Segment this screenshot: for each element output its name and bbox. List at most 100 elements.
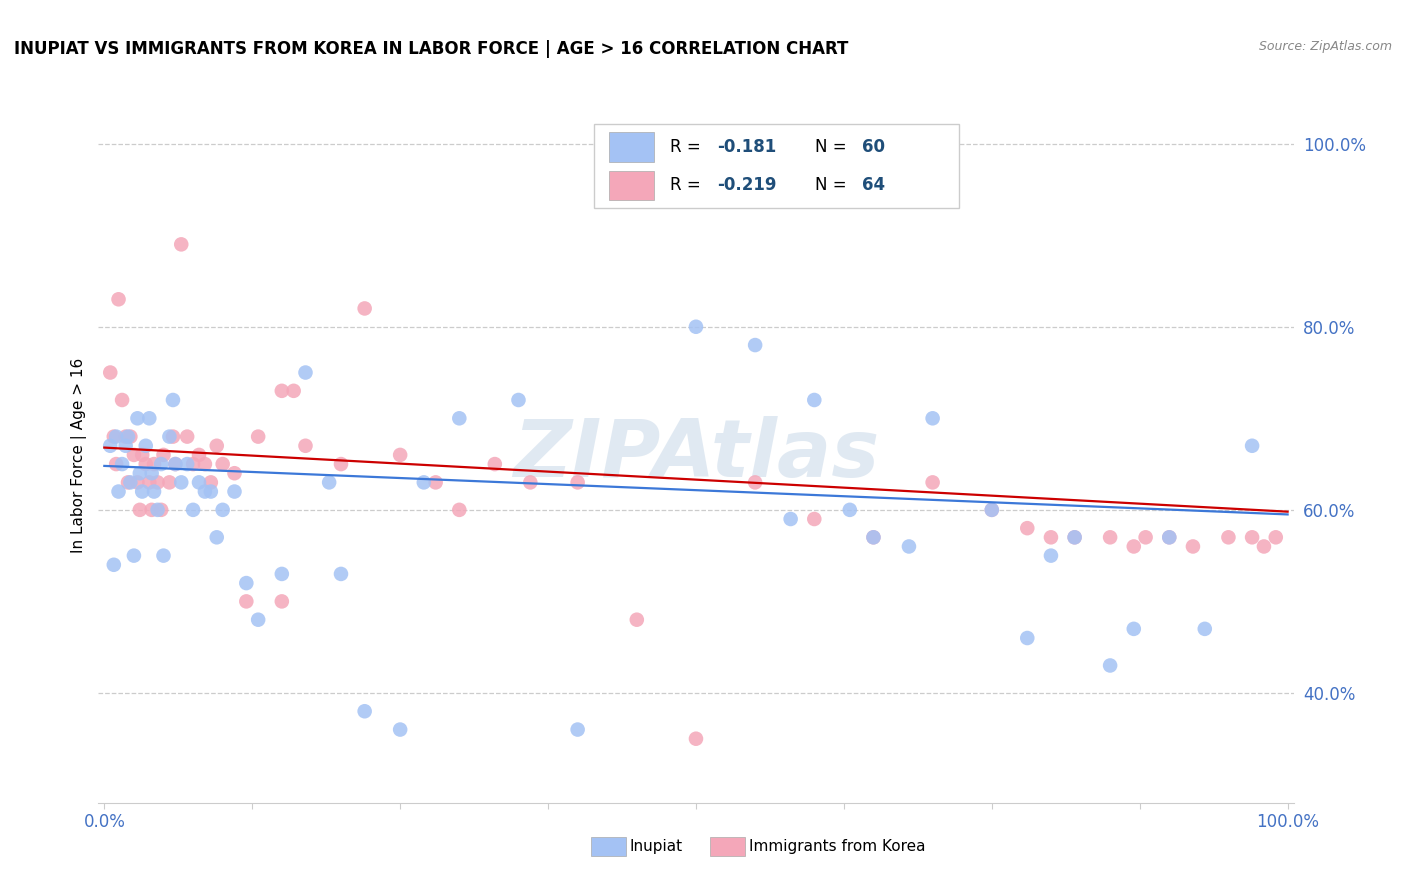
Point: [122, 549, 145, 563]
Point: [1253, 540, 1275, 554]
Point: [111, 392, 134, 407]
Point: [120, 475, 142, 490]
Point: [626, 613, 648, 627]
Point: [107, 484, 129, 499]
Text: R =: R =: [669, 138, 706, 156]
Point: [205, 439, 228, 453]
Point: [128, 467, 150, 481]
Point: [1099, 658, 1122, 673]
Point: [157, 475, 180, 490]
Point: [270, 594, 292, 608]
Point: [484, 457, 506, 471]
Text: Source: ZipAtlas.com: Source: ZipAtlas.com: [1258, 40, 1392, 54]
Point: [1122, 540, 1144, 554]
Point: [150, 457, 173, 471]
Point: [194, 457, 217, 471]
Point: [103, 558, 125, 572]
Point: [131, 484, 153, 499]
Text: Immigrants from Korea: Immigrants from Korea: [749, 839, 927, 854]
Point: [449, 411, 471, 425]
Point: [105, 457, 128, 471]
Point: [247, 613, 270, 627]
Point: [200, 475, 222, 490]
Point: [205, 530, 228, 544]
Point: [1181, 540, 1204, 554]
Point: [330, 457, 353, 471]
Point: [128, 503, 150, 517]
Point: [224, 467, 246, 481]
Point: [980, 503, 1002, 517]
Point: [921, 411, 943, 425]
Point: [157, 429, 180, 443]
Point: [803, 392, 825, 407]
Point: [283, 384, 305, 398]
Text: ZIPAtlas: ZIPAtlas: [513, 416, 879, 494]
Point: [103, 429, 125, 443]
Bar: [609, 132, 654, 161]
Point: [1159, 530, 1181, 544]
Point: [353, 704, 375, 718]
Point: [127, 475, 149, 490]
Point: [98, 366, 121, 380]
Text: R =: R =: [669, 177, 706, 194]
Point: [170, 237, 193, 252]
Point: [425, 475, 447, 490]
Point: [1039, 549, 1062, 563]
Point: [1159, 530, 1181, 544]
Point: [131, 448, 153, 462]
Point: [838, 503, 860, 517]
Point: [519, 475, 541, 490]
Point: [567, 723, 589, 737]
Text: INUPIAT VS IMMIGRANTS FROM KOREA IN LABOR FORCE | AGE > 16 CORRELATION CHART: INUPIAT VS IMMIGRANTS FROM KOREA IN LABO…: [14, 40, 848, 58]
Point: [127, 411, 149, 425]
Point: [211, 457, 233, 471]
Point: [1122, 622, 1144, 636]
Point: [146, 475, 169, 490]
Point: [389, 723, 412, 737]
Point: [146, 503, 169, 517]
Point: [247, 429, 270, 443]
Bar: [609, 170, 654, 200]
Point: [1039, 530, 1062, 544]
Point: [1241, 530, 1264, 544]
Text: -0.181: -0.181: [717, 138, 776, 156]
Point: [176, 429, 198, 443]
Point: [165, 457, 187, 471]
Point: [353, 301, 375, 316]
Point: [1017, 631, 1039, 645]
Text: N =: N =: [815, 177, 852, 194]
Point: [114, 439, 136, 453]
Point: [188, 475, 211, 490]
Point: [1063, 530, 1085, 544]
Point: [176, 457, 198, 471]
Point: [135, 439, 157, 453]
FancyBboxPatch shape: [595, 124, 959, 208]
Point: [98, 439, 121, 453]
Point: [330, 566, 353, 581]
Point: [117, 429, 139, 443]
Point: [224, 484, 246, 499]
Point: [105, 429, 128, 443]
Point: [114, 429, 136, 443]
Point: [803, 512, 825, 526]
Point: [294, 366, 316, 380]
Point: [921, 475, 943, 490]
Point: [1218, 530, 1240, 544]
Text: N =: N =: [815, 138, 852, 156]
Point: [1017, 521, 1039, 535]
Point: [120, 429, 142, 443]
Point: [412, 475, 434, 490]
Point: [1063, 530, 1085, 544]
Point: [141, 467, 163, 481]
Point: [508, 392, 530, 407]
Text: Inupiat: Inupiat: [630, 839, 683, 854]
Point: [980, 503, 1002, 517]
Point: [744, 475, 766, 490]
Point: [862, 530, 884, 544]
Point: [181, 457, 204, 471]
Point: [143, 457, 166, 471]
Point: [779, 512, 801, 526]
Point: [685, 319, 707, 334]
Point: [235, 576, 257, 591]
Point: [897, 540, 920, 554]
